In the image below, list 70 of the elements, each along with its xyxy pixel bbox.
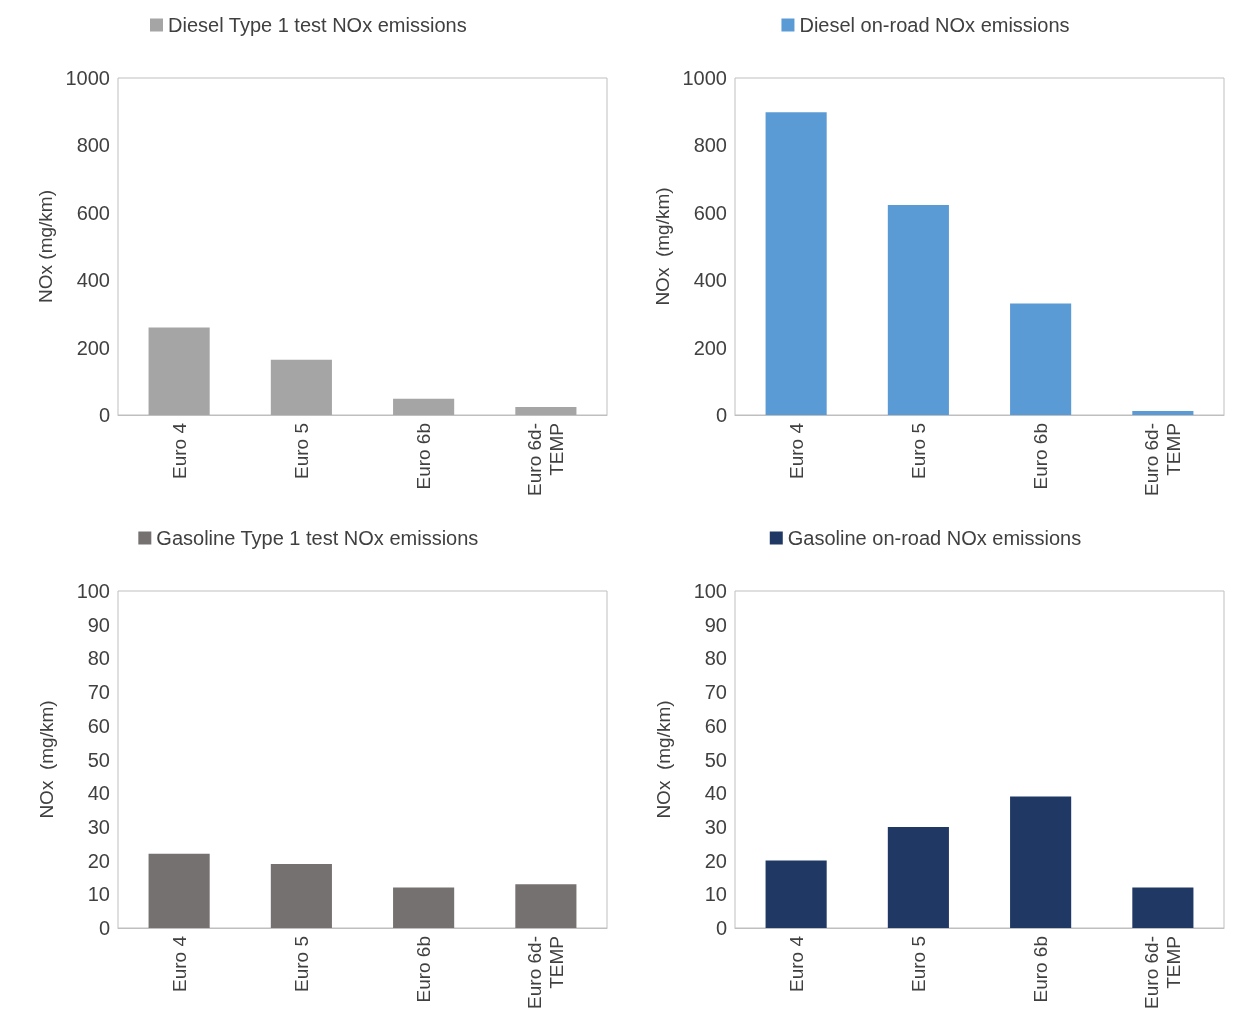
y-tick-label: 400	[76, 269, 110, 292]
y-tick-label: 0	[98, 917, 110, 939]
y-tick-label: 30	[704, 815, 727, 838]
x-tick-label: Euro 6d-TEMP	[524, 423, 568, 496]
y-axis-title: NOx (mg/km)	[34, 190, 56, 303]
y-tick-label: 600	[693, 201, 727, 224]
x-tick-label: Euro 4	[168, 422, 190, 479]
y-tick-label: 30	[87, 815, 110, 838]
x-tick-label: Euro 6d-TEMP	[524, 936, 568, 1009]
x-tick-label: Euro 6d-TEMP	[1141, 423, 1185, 496]
y-tick-label: 70	[704, 681, 727, 704]
y-tick-label: 200	[693, 336, 727, 359]
bar	[887, 205, 949, 415]
x-tick-label: Euro 4	[785, 422, 807, 479]
x-tick-label: Euro 6b	[413, 936, 435, 1003]
y-tick-label: 100	[693, 580, 727, 602]
x-tick-label: Euro 5	[907, 936, 929, 992]
y-tick-label: 0	[715, 404, 727, 426]
y-tick-label: 100	[76, 580, 110, 602]
bar	[765, 860, 827, 928]
bar	[1132, 410, 1194, 415]
y-tick-label: 80	[704, 647, 727, 670]
y-tick-label: 90	[704, 613, 727, 636]
x-tick-label: Euro 6b	[1030, 936, 1052, 1003]
y-tick-label: 20	[704, 849, 727, 872]
x-tick-label: Euro 6b	[1030, 423, 1052, 490]
bar	[887, 826, 949, 928]
y-axis-title: NOx (mg/km)	[651, 187, 673, 306]
y-tick-label: 50	[87, 748, 110, 771]
y-tick-label: 1000	[65, 67, 110, 89]
y-tick-label: 50	[704, 748, 727, 771]
x-tick-label: Euro 5	[290, 423, 312, 479]
bar	[765, 112, 827, 415]
y-tick-label: 40	[87, 782, 110, 805]
y-tick-label: 0	[715, 917, 727, 939]
bar	[1010, 796, 1072, 928]
x-tick-label: Euro 6d-TEMP	[1141, 936, 1185, 1009]
bar	[1132, 887, 1194, 928]
y-axis-title: NOx (mg/km)	[653, 700, 674, 819]
legend-label: Gasoline on-road NOx emissions	[787, 527, 1082, 549]
y-tick-label: 800	[76, 134, 110, 157]
bar	[393, 398, 455, 415]
y-tick-label: 60	[87, 714, 110, 737]
bar	[148, 327, 210, 415]
legend-label: Diesel Type 1 test NOx emissions	[168, 14, 467, 36]
y-tick-label: 60	[704, 714, 727, 737]
y-tick-label: 600	[76, 201, 110, 224]
y-tick-label: 80	[87, 647, 110, 670]
legend-label: Gasoline Type 1 test NOx emissions	[156, 527, 479, 549]
bar	[515, 406, 577, 415]
y-tick-label: 200	[76, 336, 110, 359]
bar	[270, 359, 332, 415]
y-tick-label: 400	[693, 269, 727, 292]
y-tick-label: 90	[87, 613, 110, 636]
x-tick-label: Euro 4	[168, 935, 190, 992]
y-tick-label: 70	[87, 681, 110, 704]
x-tick-label: Euro 5	[907, 423, 929, 479]
y-tick-label: 10	[87, 883, 110, 906]
y-tick-label: 0	[98, 404, 110, 426]
legend-label: Diesel on-road NOx emissions	[799, 14, 1070, 36]
y-tick-label: 20	[87, 849, 110, 872]
bar	[1010, 303, 1072, 415]
y-tick-label: 40	[704, 782, 727, 805]
x-tick-label: Euro 6b	[413, 423, 435, 490]
y-axis-title: NOx (mg/km)	[36, 700, 57, 819]
x-tick-label: Euro 4	[785, 935, 807, 992]
y-tick-label: 10	[704, 883, 727, 906]
y-tick-label: 1000	[682, 67, 727, 89]
y-tick-label: 800	[693, 134, 727, 157]
x-tick-label: Euro 5	[290, 936, 312, 992]
